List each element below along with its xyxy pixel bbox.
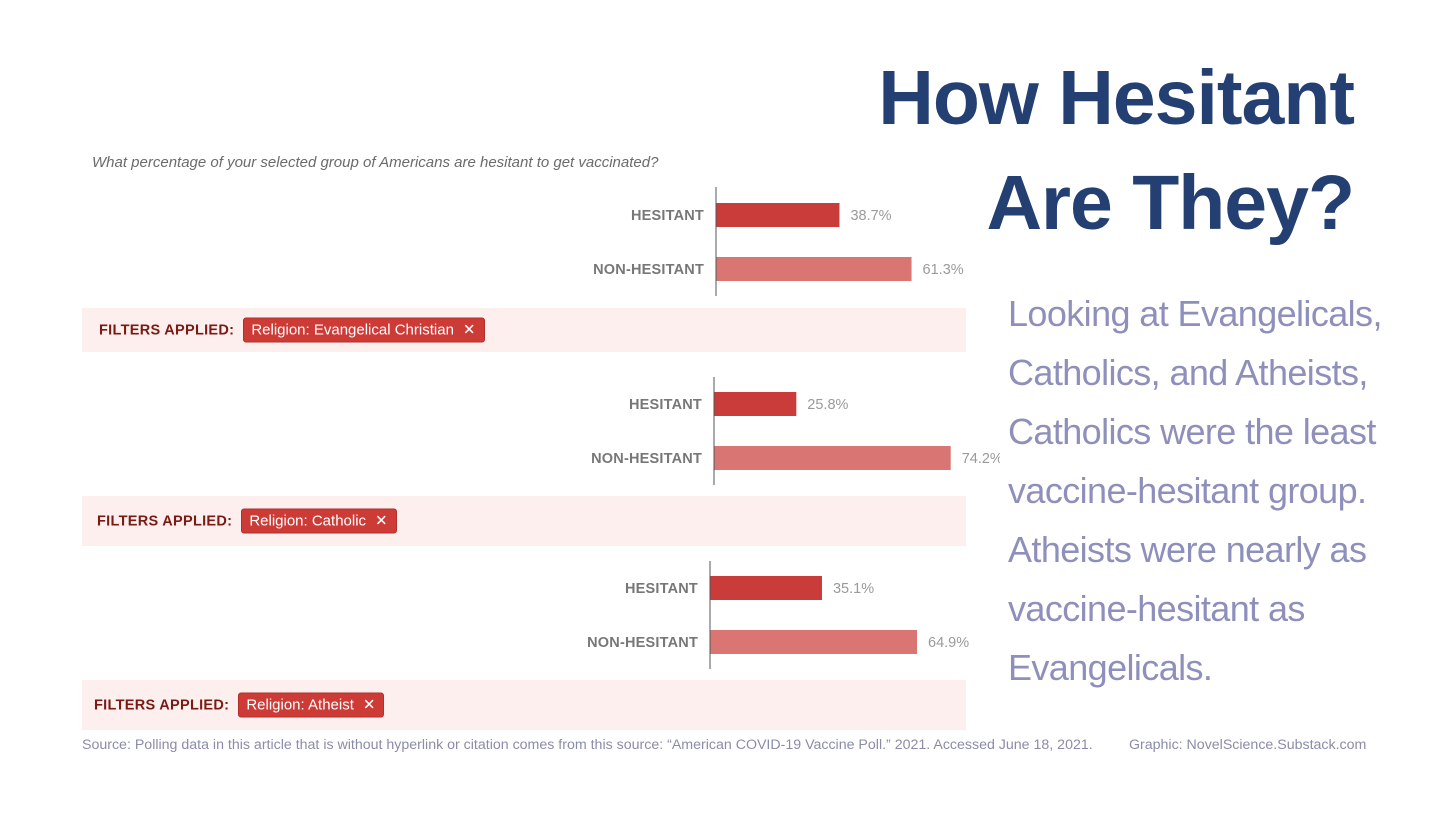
chart-question: What percentage of your selected group o… xyxy=(92,154,659,171)
bar-label-hesitant: HESITANT xyxy=(629,397,702,413)
bar-non-hesitant xyxy=(716,257,912,281)
bar-label-hesitant: HESITANT xyxy=(631,208,704,224)
bar-non-hesitant xyxy=(710,630,918,654)
bar-label-non-hesitant: NON-HESITANT xyxy=(593,262,704,278)
filters-applied-label: FILTERS APPLIED: xyxy=(97,513,233,529)
filter-chip-text: Religion: Catholic xyxy=(249,512,367,530)
filters-bar-atheist: FILTERS APPLIED: Religion: Atheist ✕ xyxy=(82,680,966,730)
source-note: Source: Polling data in this article tha… xyxy=(82,737,1093,753)
page-title-line-1: How Hesitant xyxy=(878,55,1355,141)
bar-label-hesitant: HESITANT xyxy=(625,581,698,597)
bar-charts: HESITANT 38.7% NON-HESITANT 61.3% HESITANT 25… xyxy=(587,187,1000,669)
filter-chip-atheist[interactable]: Religion: Atheist ✕ xyxy=(238,692,385,718)
description-text: Looking at Evangelicals, Catholics, and … xyxy=(1008,293,1382,688)
bar-hesitant xyxy=(716,203,840,227)
bar-non-hesitant xyxy=(714,446,951,470)
close-icon[interactable]: ✕ xyxy=(462,321,476,339)
page-title-line-2: Are They? xyxy=(986,160,1355,246)
filters-applied-label: FILTERS APPLIED: xyxy=(94,697,230,713)
bar-value-hesitant: 38.7% xyxy=(850,208,891,224)
filter-chip-text: Religion: Atheist xyxy=(246,696,354,714)
graphic-credit: Graphic: NovelScience.Substack.com xyxy=(1129,737,1367,753)
filter-chip-evangelical[interactable]: Religion: Evangelical Christian ✕ xyxy=(243,317,485,343)
bar-label-non-hesitant: NON-HESITANT xyxy=(591,451,702,467)
filters-bar-catholic: FILTERS APPLIED: Religion: Catholic ✕ xyxy=(82,496,966,546)
bar-value-hesitant: 35.1% xyxy=(833,581,874,597)
bar-value-non-hesitant: 74.2% xyxy=(962,451,1000,467)
filter-chip-catholic[interactable]: Religion: Catholic ✕ xyxy=(241,508,397,534)
filters-applied-label: FILTERS APPLIED: xyxy=(99,322,235,338)
bar-value-non-hesitant: 64.9% xyxy=(928,635,969,651)
bar-value-non-hesitant: 61.3% xyxy=(923,262,964,278)
bar-hesitant xyxy=(714,392,797,416)
bar-value-hesitant: 25.8% xyxy=(807,397,848,413)
filters-bar-evangelical: FILTERS APPLIED: Religion: Evangelical C… xyxy=(82,308,966,352)
close-icon[interactable]: ✕ xyxy=(362,696,376,714)
close-icon[interactable]: ✕ xyxy=(375,512,388,530)
filter-chip-text: Religion: Evangelical Christian xyxy=(251,321,454,339)
bar-label-non-hesitant: NON-HESITANT xyxy=(587,635,698,651)
bar-hesitant xyxy=(710,576,822,600)
